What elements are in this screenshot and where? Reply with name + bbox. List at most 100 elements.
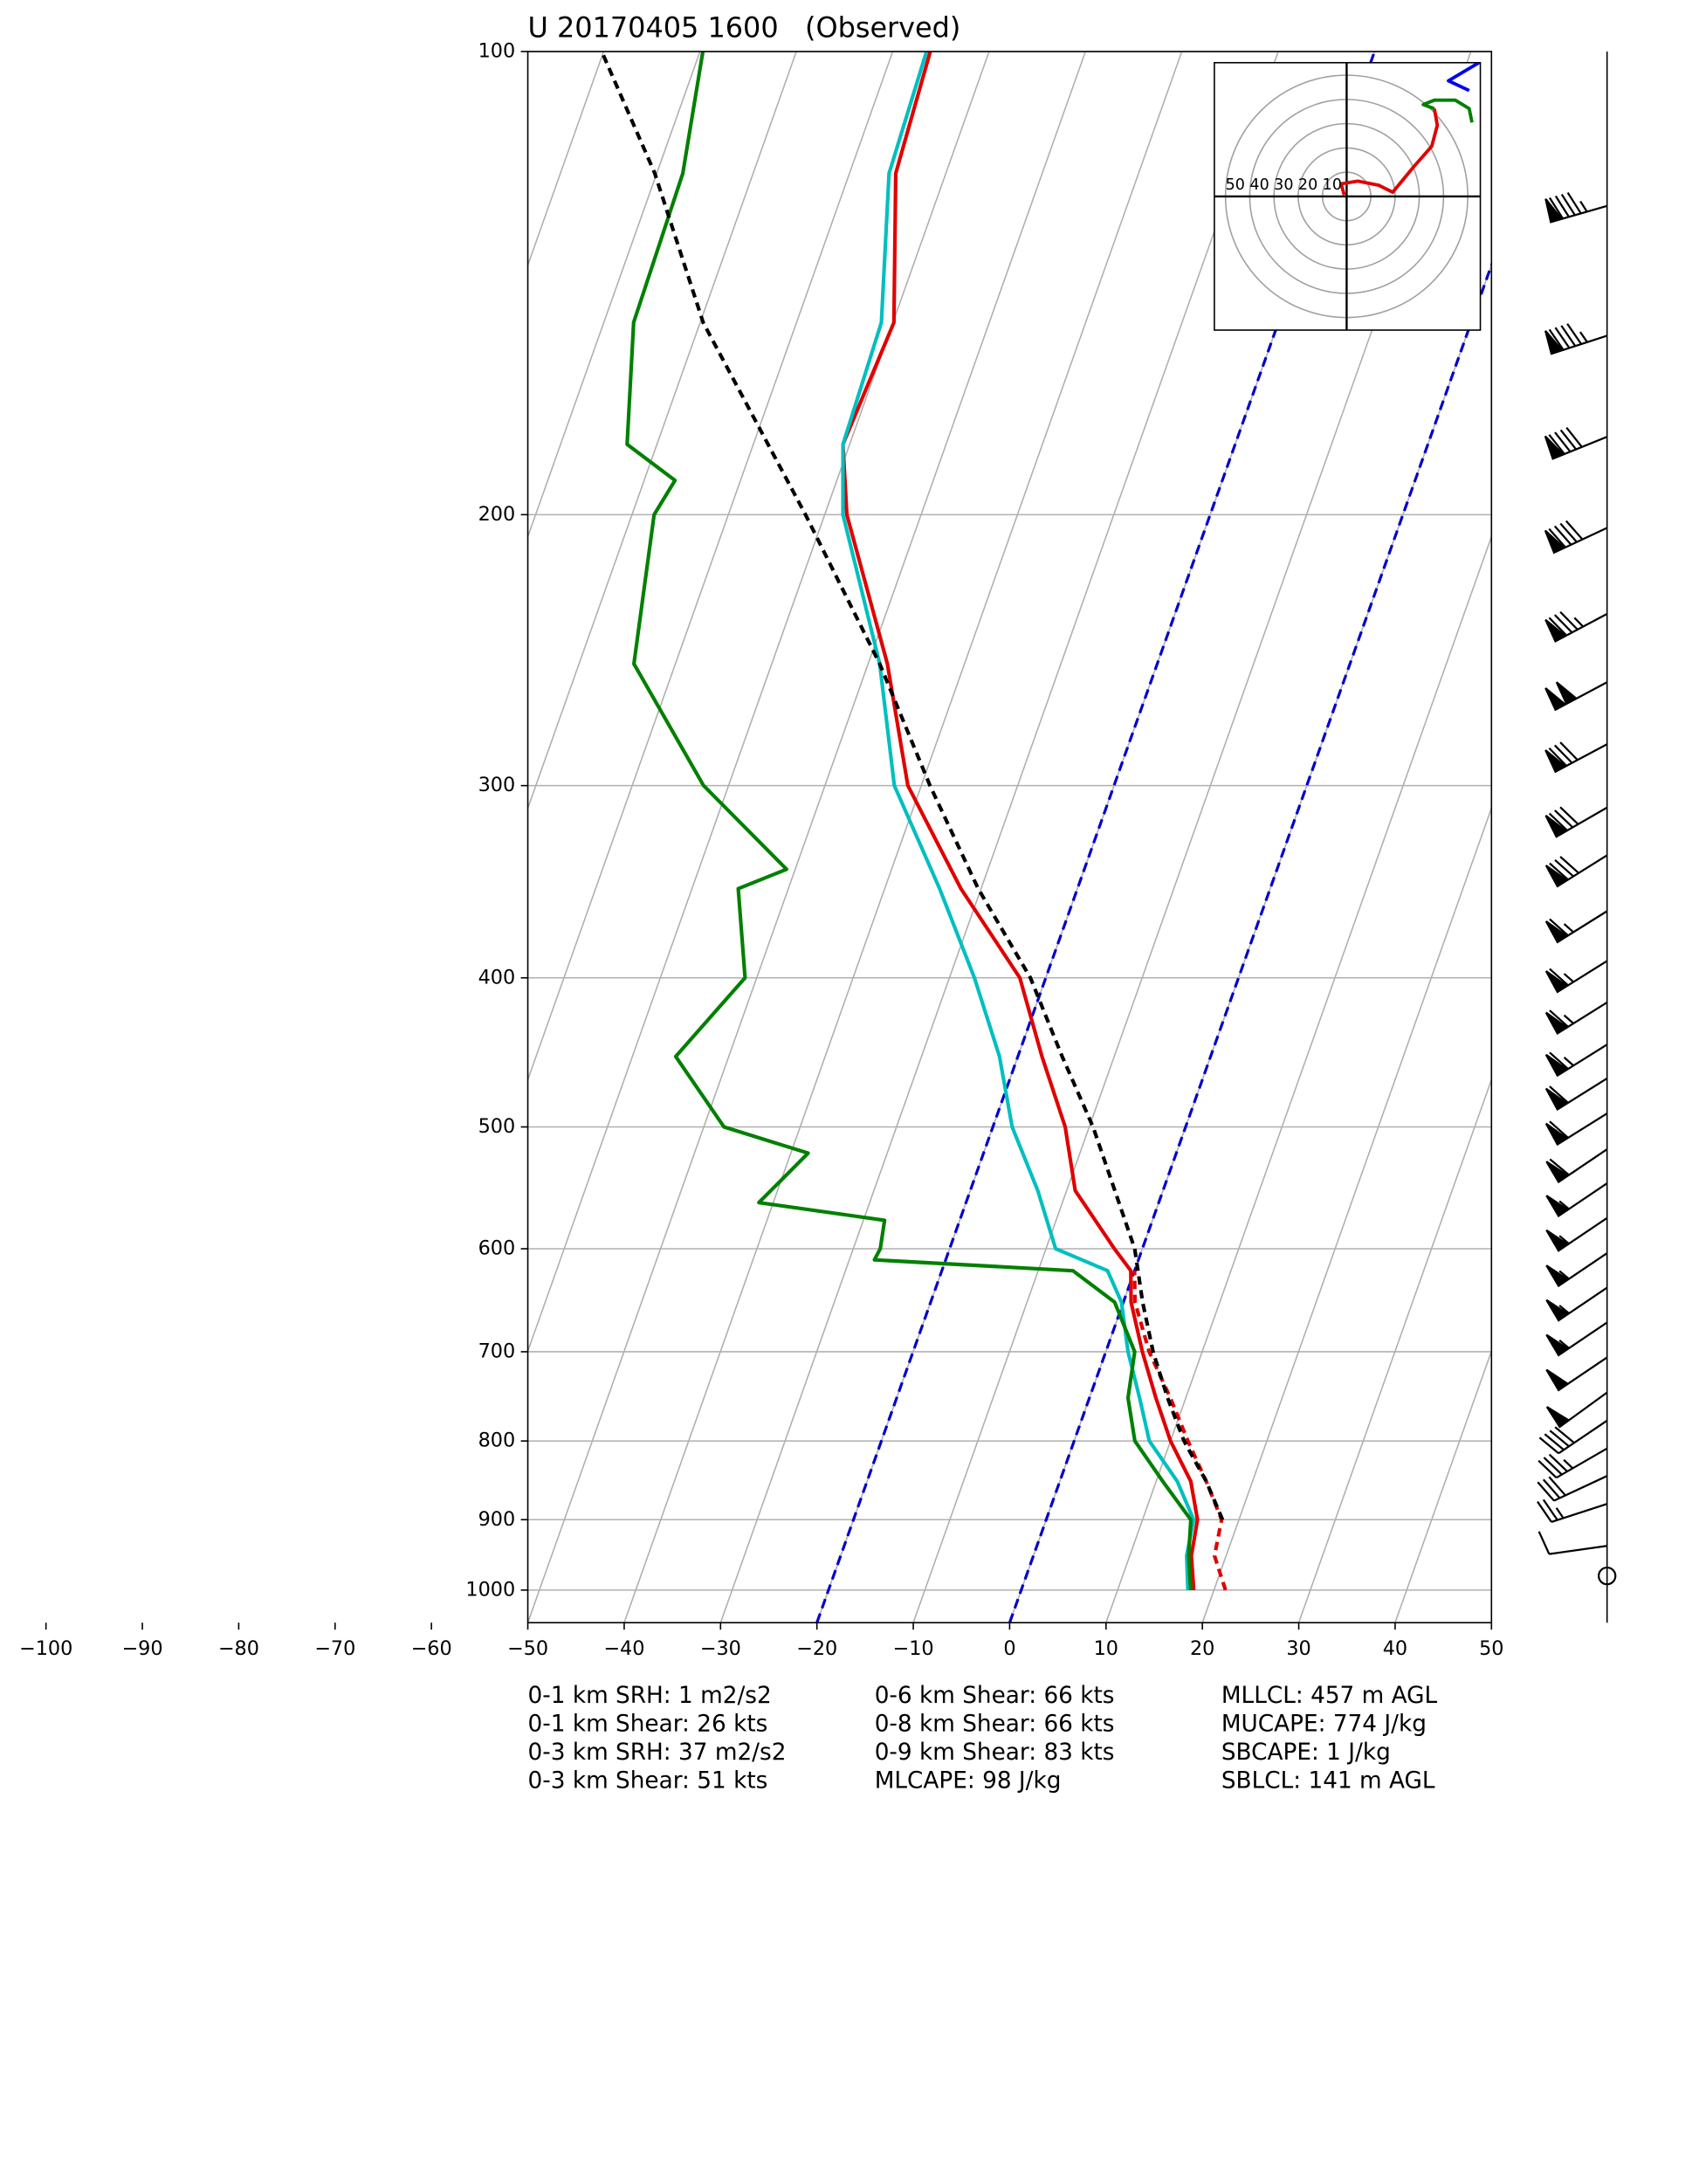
x-tick-label: 10 — [1094, 1637, 1118, 1660]
stat-text: MUCAPE: 774 J/kg — [1221, 1712, 1427, 1738]
stat-text: 0-1 km SRH: 1 m2/s2 — [528, 1683, 772, 1709]
isotherm — [527, 52, 1087, 1623]
wind-barb — [1544, 1001, 1608, 1036]
y-tick-label: 500 — [478, 1115, 516, 1138]
isotherm — [1105, 534, 1492, 1623]
isotherm — [0, 52, 122, 1622]
trace-line — [600, 52, 1225, 1521]
hodograph-line — [1447, 62, 1480, 93]
isotherm — [623, 52, 1183, 1623]
grid-layer — [0, 52, 1492, 1623]
y-tick-label: 400 — [478, 966, 516, 989]
wind-barb — [1538, 1419, 1608, 1455]
wind-barb — [1544, 1078, 1608, 1112]
isotherm — [527, 52, 797, 810]
y-tick-label: 1000 — [465, 1578, 515, 1601]
hodograph-ring-label: 10 — [1323, 176, 1342, 194]
wind-barb — [1544, 741, 1608, 774]
wind-calm — [1598, 1566, 1617, 1586]
y-tick-label: 900 — [478, 1508, 516, 1531]
stat-text: SBCAPE: 1 J/kg — [1221, 1740, 1391, 1766]
x-tick-label: 30 — [1286, 1637, 1310, 1660]
wind-barb — [1545, 1286, 1608, 1322]
hodograph — [1214, 62, 1481, 331]
y-tick-label: 300 — [478, 774, 516, 796]
hodograph-ring-label: 50 — [1226, 176, 1245, 194]
isotherm — [1201, 806, 1492, 1623]
hodograph-line — [1339, 108, 1440, 196]
wind-barb — [1544, 610, 1608, 643]
isotherm — [1394, 1348, 1492, 1623]
wind-barb — [1545, 1182, 1608, 1218]
wind-barb — [1545, 1391, 1608, 1429]
stat-text: SBLCL: 141 m AGL — [1221, 1767, 1435, 1794]
stat-text: MLLCL: 457 m AGL — [1221, 1683, 1438, 1709]
highlight-isotherm — [1008, 260, 1492, 1623]
x-tick-label: 20 — [1190, 1637, 1214, 1660]
x-tick-label: 50 — [1479, 1637, 1503, 1660]
stat-text: 0-6 km Shear: 66 kts — [875, 1683, 1115, 1709]
wind-barb — [1537, 1531, 1607, 1555]
x-tick-label: −80 — [218, 1637, 259, 1660]
stats: 0-1 km SRH: 1 m2/s20-1 km Shear: 26 kts0… — [528, 1683, 1438, 1794]
wind-barb — [1545, 1356, 1608, 1392]
x-tick-label: −100 — [19, 1637, 72, 1660]
hodograph-line — [1421, 98, 1474, 123]
isotherm — [0, 52, 314, 1622]
wind-barb — [1545, 1148, 1608, 1184]
highlight-isotherm — [815, 52, 1376, 1623]
wind-barb — [1544, 806, 1608, 838]
stat-text: 0-1 km Shear: 26 kts — [528, 1712, 768, 1738]
wind-barb — [1544, 681, 1608, 712]
x-tick-label: −90 — [121, 1637, 162, 1660]
wind-barb — [1544, 854, 1608, 888]
x-tick-label: −30 — [700, 1637, 741, 1660]
wind-barb — [1544, 323, 1608, 355]
trace-layer — [600, 52, 1228, 1591]
x-tick-label: −40 — [603, 1637, 644, 1660]
x-tick-label: −50 — [507, 1637, 548, 1660]
x-tick-label: 40 — [1383, 1637, 1407, 1660]
stat-text: 0-8 km Shear: 66 kts — [875, 1712, 1115, 1738]
y-tick-label: 800 — [478, 1430, 516, 1452]
x-tick-label: −20 — [796, 1637, 837, 1660]
isotherm — [527, 52, 605, 268]
isotherm — [719, 52, 1279, 1623]
trace-line — [1132, 1271, 1228, 1591]
wind-barb — [1537, 1475, 1608, 1502]
wind-barb — [1545, 1252, 1608, 1288]
x-tick-label: −60 — [411, 1637, 452, 1660]
wind-barbs — [1537, 191, 1617, 1586]
y-tick-label: 200 — [478, 503, 516, 526]
wind-barb — [1544, 427, 1608, 460]
y-tick-label: 100 — [478, 40, 516, 63]
wind-barb — [1545, 1321, 1608, 1357]
isotherm — [0, 52, 507, 1622]
stat-text: 0-3 km SRH: 37 m2/s2 — [528, 1740, 787, 1766]
hodograph-ring-label: 30 — [1274, 176, 1293, 194]
isotherm — [1490, 1620, 1492, 1623]
wind-barb — [1544, 191, 1608, 224]
x-tick-label: −10 — [892, 1637, 933, 1660]
wind-barb — [1545, 1216, 1608, 1252]
x-tick-label: 0 — [1003, 1637, 1015, 1660]
isotherm — [0, 52, 411, 1622]
trace-line — [841, 52, 1196, 1590]
wind-barb — [1544, 1044, 1608, 1078]
wind-barb — [1544, 1113, 1608, 1147]
wind-barb — [1544, 960, 1608, 994]
isotherm — [0, 52, 218, 1622]
stat-text: MLCAPE: 98 J/kg — [875, 1767, 1062, 1794]
isotherm — [527, 52, 894, 1082]
trace-line — [625, 52, 1193, 1591]
wind-barb — [1537, 1447, 1608, 1479]
wind-barb — [1544, 520, 1608, 555]
isotherm — [1297, 1077, 1492, 1623]
x-tick-label: −70 — [314, 1637, 355, 1660]
isotherm — [0, 52, 25, 1622]
y-tick-label: 600 — [478, 1237, 516, 1260]
wind-barb — [1544, 910, 1608, 944]
